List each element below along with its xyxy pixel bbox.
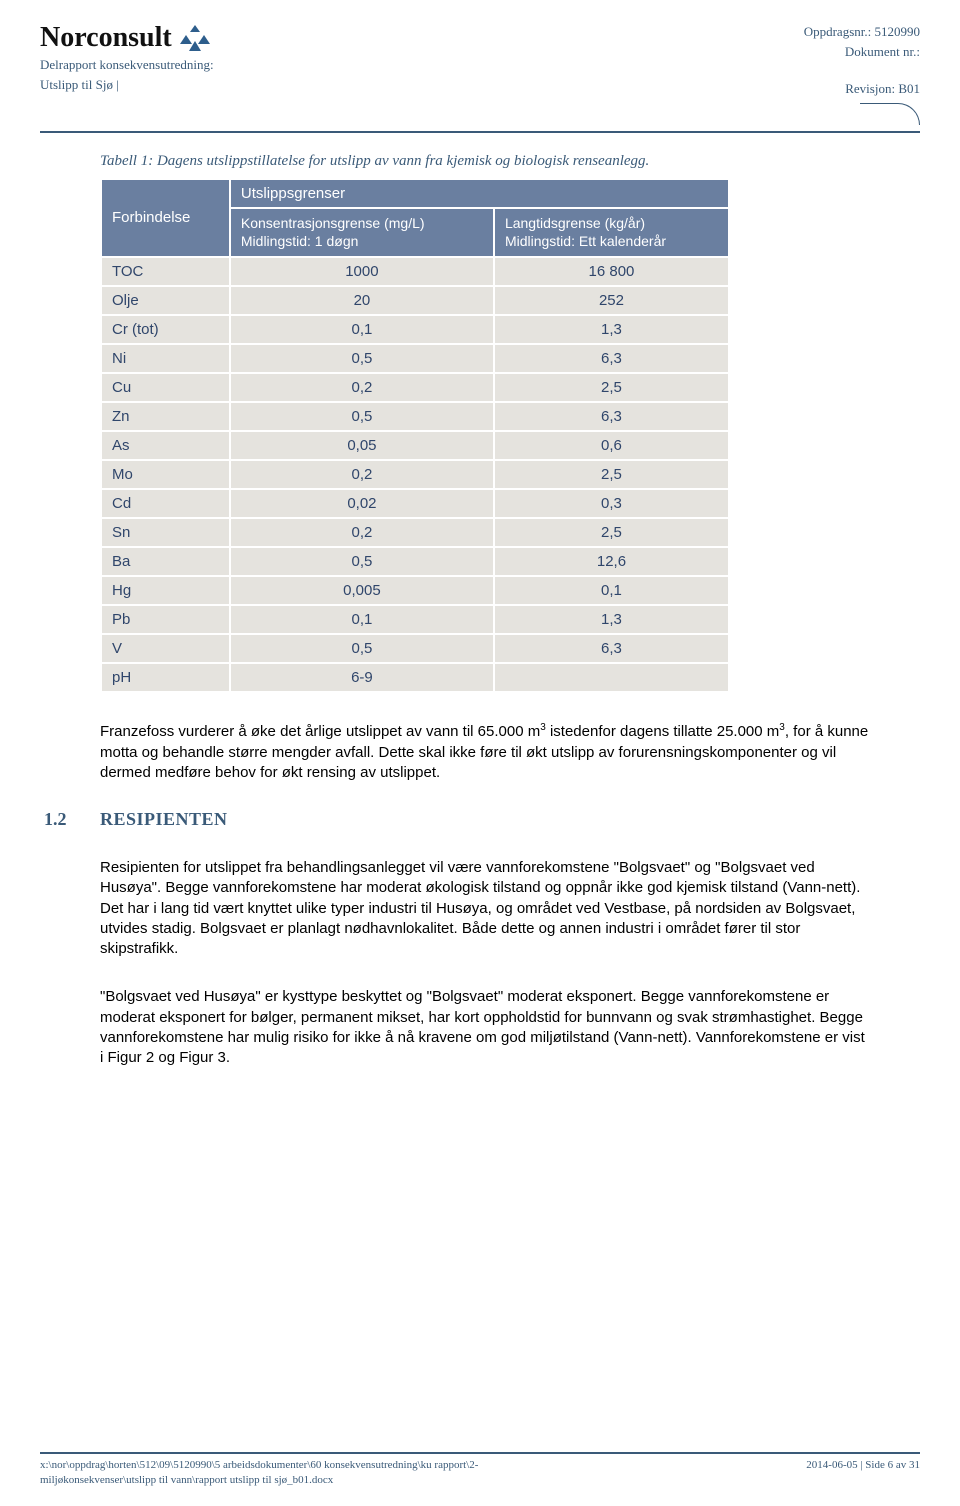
subhead-1: Delrapport konsekvensutredning: <box>40 56 214 74</box>
cell-conc: 1000 <box>230 257 494 286</box>
cell-param: Zn <box>101 402 230 431</box>
footer-path-1: x:\nor\oppdrag\horten\512\09\5120990\5 a… <box>40 1458 478 1473</box>
section-p2: "Bolgsvaet ved Husøya" er kysttype besky… <box>100 987 870 1068</box>
table-row: Mo0,22,5 <box>101 460 729 489</box>
section-p1: Resipienten for utslippet fra behandling… <box>100 858 870 959</box>
cell-lang: 12,6 <box>494 547 729 576</box>
cell-param: Cu <box>101 373 230 402</box>
cell-lang: 252 <box>494 286 729 315</box>
cell-conc: 0,2 <box>230 518 494 547</box>
table-row: Pb0,11,3 <box>101 605 729 634</box>
cell-param: Ni <box>101 344 230 373</box>
cell-param: Ba <box>101 547 230 576</box>
cell-conc: 0,02 <box>230 489 494 518</box>
cell-lang: 2,5 <box>494 373 729 402</box>
cell-param: V <box>101 634 230 663</box>
cell-conc: 0,5 <box>230 402 494 431</box>
table-row: Cu0,22,5 <box>101 373 729 402</box>
cell-conc: 0,005 <box>230 576 494 605</box>
cell-param: Hg <box>101 576 230 605</box>
cell-lang: 0,3 <box>494 489 729 518</box>
section-number: 1.2 <box>44 809 84 830</box>
cell-lang: 2,5 <box>494 460 729 489</box>
dokument-label: Dokument nr.: <box>804 42 920 62</box>
table-caption: Tabell 1: Dagens utslippstillatelse for … <box>100 153 870 170</box>
p1-b: istedenfor dagens tillatte 25.000 m <box>546 723 779 740</box>
cell-conc: 0,2 <box>230 373 494 402</box>
table-row: Ni0,56,3 <box>101 344 729 373</box>
col-konsentrasjon: Konsentrasjonsgrense (mg/L)Midlingstid: … <box>230 208 494 258</box>
cell-param: Cd <box>101 489 230 518</box>
col-forbindelse: Forbindelse <box>101 179 230 258</box>
cell-conc: 20 <box>230 286 494 315</box>
page-footer: x:\nor\oppdrag\horten\512\09\5120990\5 a… <box>40 1452 920 1488</box>
paragraph-1: Franzefoss vurderer å øke det årlige uts… <box>100 721 870 783</box>
footer-path-2: miljøkonsekvenser\utslipp til vann\rappo… <box>40 1473 478 1488</box>
footer-right: 2014-06-05 | Side 6 av 31 <box>806 1458 920 1488</box>
cell-lang: 1,3 <box>494 315 729 344</box>
table-row: Hg0,0050,1 <box>101 576 729 605</box>
header-right: Oppdragsnr.: 5120990 Dokument nr.: Revis… <box>804 22 920 125</box>
cell-lang: 6,3 <box>494 402 729 431</box>
table-row: V0,56,3 <box>101 634 729 663</box>
cell-lang: 6,3 <box>494 344 729 373</box>
header-left: Norconsult Delrapport konsekvensutrednin… <box>40 22 214 93</box>
cell-param: pH <box>101 663 230 692</box>
page-header: Norconsult Delrapport konsekvensutrednin… <box>40 22 920 133</box>
cell-conc: 0,1 <box>230 315 494 344</box>
table-row: Sn0,22,5 <box>101 518 729 547</box>
cell-lang: 1,3 <box>494 605 729 634</box>
revisjon-label: Revisjon: B01 <box>804 79 920 99</box>
table-row: Cd0,020,3 <box>101 489 729 518</box>
table-row: As0,050,6 <box>101 431 729 460</box>
cell-lang <box>494 663 729 692</box>
logo-text: Norconsult <box>40 22 172 54</box>
table-row: Zn0,56,3 <box>101 402 729 431</box>
cell-conc: 0,5 <box>230 547 494 576</box>
cell-param: Cr (tot) <box>101 315 230 344</box>
cell-conc: 0,05 <box>230 431 494 460</box>
col-group: Utslippsgrenser <box>230 179 729 208</box>
cell-conc: 0,5 <box>230 344 494 373</box>
table-row: Ba0,512,6 <box>101 547 729 576</box>
cell-param: Olje <box>101 286 230 315</box>
logo-icon <box>178 23 212 53</box>
cell-conc: 0,1 <box>230 605 494 634</box>
cell-param: As <box>101 431 230 460</box>
oppdrag-label: Oppdragsnr.: 5120990 <box>804 22 920 42</box>
cell-lang: 0,1 <box>494 576 729 605</box>
cell-param: Pb <box>101 605 230 634</box>
cell-conc: 0,2 <box>230 460 494 489</box>
table-row: TOC100016 800 <box>101 257 729 286</box>
cell-lang: 16 800 <box>494 257 729 286</box>
table-row: pH6-9 <box>101 663 729 692</box>
corner-decoration <box>860 103 920 125</box>
cell-lang: 0,6 <box>494 431 729 460</box>
cell-param: TOC <box>101 257 230 286</box>
table-row: Olje20252 <box>101 286 729 315</box>
cell-conc: 6-9 <box>230 663 494 692</box>
subhead-2: Utslipp til Sjø | <box>40 76 214 94</box>
cell-lang: 6,3 <box>494 634 729 663</box>
cell-conc: 0,5 <box>230 634 494 663</box>
table-row: Cr (tot)0,11,3 <box>101 315 729 344</box>
section-title: RESIPIENTEN <box>100 809 228 830</box>
p1-a: Franzefoss vurderer å øke det årlige uts… <box>100 723 540 740</box>
cell-lang: 2,5 <box>494 518 729 547</box>
emissions-table: Forbindelse Utslippsgrenser Konsentrasjo… <box>100 178 730 694</box>
col-langtid: Langtidsgrense (kg/år)Midlingstid: Ett k… <box>494 208 729 258</box>
cell-param: Mo <box>101 460 230 489</box>
cell-param: Sn <box>101 518 230 547</box>
